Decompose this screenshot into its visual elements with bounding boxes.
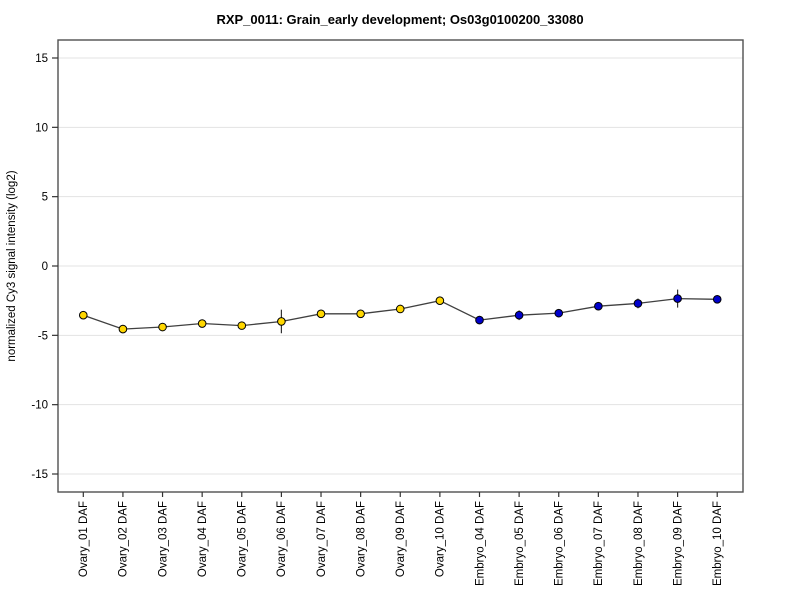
x-tick-label: Ovary_07 DAF bbox=[316, 501, 328, 577]
y-tick-label: -5 bbox=[38, 330, 48, 342]
x-tick-label: Embryo_04 DAF bbox=[474, 501, 486, 586]
x-tick-label: Ovary_09 DAF bbox=[395, 501, 407, 577]
data-point-embryo bbox=[712, 294, 722, 304]
x-tick-label: Ovary_01 DAF bbox=[78, 501, 90, 577]
y-tick-label: 0 bbox=[42, 261, 48, 273]
data-point-embryo bbox=[673, 294, 682, 303]
x-tick-label: Ovary_10 DAF bbox=[435, 501, 447, 577]
x-tick-label: Embryo_06 DAF bbox=[554, 501, 566, 586]
data-point-ovary bbox=[395, 304, 405, 314]
y-axis-ticks: -15 -10 -5 0 5 10 15 bbox=[31, 53, 58, 481]
data-point-ovary bbox=[197, 319, 207, 328]
data-point-ovary bbox=[79, 310, 88, 320]
data-point-embryo bbox=[554, 308, 564, 318]
data-point-embryo bbox=[475, 315, 484, 325]
data-point-ovary bbox=[158, 322, 167, 332]
x-tick-label: Ovary_04 DAF bbox=[197, 501, 209, 577]
data-points bbox=[79, 294, 722, 334]
y-tick-label: 15 bbox=[35, 53, 48, 65]
data-point-embryo bbox=[633, 299, 643, 308]
data-point-ovary bbox=[277, 317, 286, 326]
x-tick-label: Embryo_05 DAF bbox=[514, 501, 526, 586]
y-tick-label: 10 bbox=[35, 122, 48, 134]
x-tick-label: Ovary_02 DAF bbox=[118, 501, 130, 577]
data-point-ovary bbox=[356, 309, 365, 319]
data-point-ovary bbox=[237, 321, 247, 330]
data-point-ovary bbox=[316, 309, 326, 319]
data-line bbox=[83, 297, 718, 330]
x-tick-label: Embryo_10 DAF bbox=[712, 501, 724, 586]
data-point-embryo bbox=[594, 301, 603, 311]
y-axis-label: normalized Cy3 signal intensity (log2) bbox=[6, 170, 18, 361]
x-tick-label: Ovary_06 DAF bbox=[276, 501, 288, 577]
y-tick-label: 5 bbox=[42, 192, 48, 204]
data-point-embryo bbox=[514, 310, 524, 320]
x-tick-label: Ovary_08 DAF bbox=[355, 501, 367, 577]
x-tick-label: Embryo_09 DAF bbox=[672, 501, 684, 586]
data-point-ovary bbox=[118, 324, 128, 334]
data-point-ovary bbox=[435, 296, 445, 305]
y-tick-label: -15 bbox=[31, 469, 48, 481]
x-tick-label: Ovary_03 DAF bbox=[157, 501, 169, 577]
x-tick-label: Ovary_05 DAF bbox=[237, 501, 249, 577]
series-polyline bbox=[83, 297, 718, 330]
gridlines bbox=[58, 57, 743, 475]
x-axis-ticks: Ovary_01 DAF Ovary_02 DAF Ovary_03 DAF Ovar… bbox=[78, 492, 724, 586]
x-tick-label: Embryo_07 DAF bbox=[593, 501, 605, 586]
chart-title: RXP_0011: Grain_early development; Os03g… bbox=[216, 12, 583, 27]
x-tick-label: Embryo_08 DAF bbox=[633, 501, 645, 586]
y-tick-label: -10 bbox=[31, 400, 48, 412]
